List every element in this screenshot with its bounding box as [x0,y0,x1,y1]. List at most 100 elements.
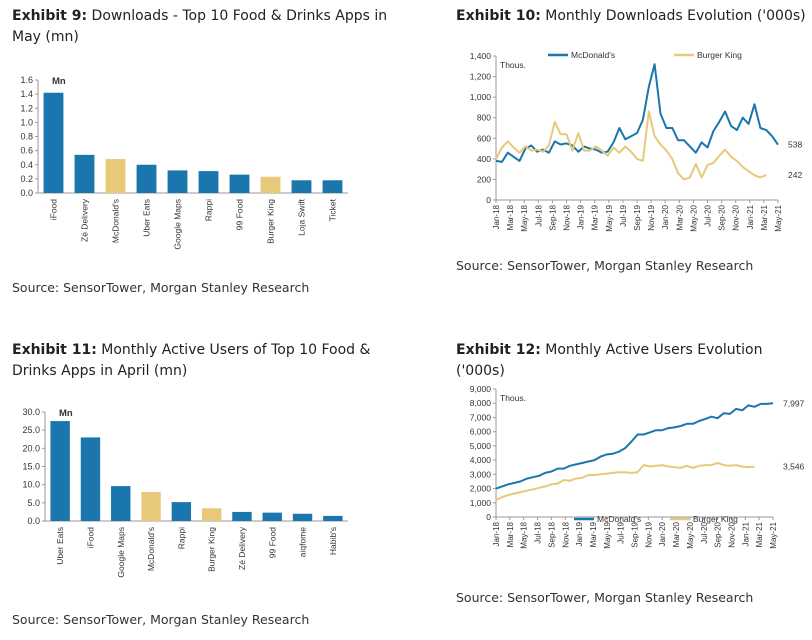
exhibit-10-x-tick-label: Sep-19 [633,204,642,230]
exhibit-11: Exhibit 11: Monthly Active Users of Top … [12,340,392,382]
exhibit-11-x-tick-label: Google Maps [116,527,126,578]
exhibit-12-x-tick-label: Mar-19 [589,521,598,547]
exhibit-10-y-tick-label: 1,200 [470,72,492,82]
exhibit-10-unit-label: Thous. [500,60,526,70]
exhibit-10-y-tick-label: 200 [477,174,491,184]
exhibit-9-x-tick-label: iFood [49,199,59,221]
exhibit-10-x-tick-label: Jan-20 [661,204,670,229]
exhibit-11-unit-label: Mn [59,408,73,419]
exhibit-11-x-tick-label: McDonald's [146,527,156,571]
exhibit-10-y-tick-label: 1,400 [470,51,492,61]
exhibit-12-x-tick-label: Nov-18 [561,521,570,547]
exhibit-10-title: Exhibit 10: Monthly Downloads Evolution … [456,6,806,27]
exhibit-12-x-tick-label: Jul-19 [617,521,626,543]
exhibit-11-y-tick-label: 30.0 [22,407,40,417]
exhibit-9-bar-chart: 0.0 0.2 0.4 0.6 0.8 1.0 1.2 1.4 1.6 Mn iFood Zé Del… [20,75,348,250]
exhibit-12-y-tick-label: 7,000 [470,412,492,422]
exhibit-12-y-tick-label: 9,000 [470,384,492,394]
exhibit-9-bar [291,180,312,193]
exhibit-9-x-tick-label: Zé Delivery [80,198,90,242]
exhibit-12: Exhibit 12: Monthly Active Users Evoluti… [456,340,812,382]
exhibit-12-y-tick-label: 0 [486,512,491,522]
exhibit-9-x-tick-label: Google Maps [173,199,183,250]
exhibit-9-x-tick-label: McDonald's [111,199,121,243]
exhibit-10-x-tick-label: May-20 [689,204,698,231]
exhibit-10-x-tick-label: Jan-19 [577,204,586,229]
exhibit-9-x-tick-label: Rappi [204,199,214,221]
exhibit-11-y-tick-label: 15.0 [22,462,40,472]
exhibit-12-y-tick-label: 5,000 [470,441,492,451]
exhibit-12-x-tick-label: May-19 [603,521,612,548]
exhibit-11-x-tick-label: Burger King [207,527,217,572]
exhibit-12-x-tick-label: Mar-21 [755,521,764,547]
exhibit-12-x-tick-label: Jul-18 [534,521,543,543]
exhibit-10-source: Source: SensorTower, Morgan Stanley Rese… [456,258,754,273]
exhibit-11-x-tick-label: Uber Eats [55,527,65,565]
exhibit-11-label: Exhibit 11: [12,342,97,358]
exhibit-9-y-tick-label: 1.6 [20,75,33,85]
exhibit-12-title: Exhibit 12: Monthly Active Users Evoluti… [456,340,812,382]
exhibit-12-x-tick-label: Sep-18 [547,521,556,547]
exhibit-11-x-tick-label: Habib's [328,527,338,555]
exhibit-12-y-tick-label: 4,000 [470,455,492,465]
exhibit-12-y-tick-label: 1,000 [470,498,492,508]
exhibit-9-y-tick-label: 1.2 [20,103,33,113]
exhibit-11-bar [292,513,313,521]
exhibit-9-y-tick-label: 0.0 [20,188,33,198]
exhibit-10-x-tick-label: May-18 [520,204,529,231]
exhibit-10-legend-label: McDonald's [571,50,615,60]
exhibit-9-bar [167,170,188,193]
exhibit-9-y-tick-label: 1.0 [20,117,33,127]
exhibit-9: Exhibit 9: Downloads - Top 10 Food & Dri… [12,6,392,48]
exhibit-10-line-chart: 0 200 400 600 800 1,000 1,200 1,400 Thous. Jan-18… [470,50,803,232]
exhibit-10-x-tick-label: Nov-20 [732,204,741,230]
exhibit-9-x-tick-label: Loja Swift [297,198,307,235]
exhibit-12-x-tick-label: Nov-20 [727,521,736,547]
exhibit-12-line-chart: 0 1,000 2,000 3,000 4,000 5,000 6,000 7,000 8,00… [470,384,805,549]
exhibit-12-series-line [495,462,755,501]
exhibit-10-x-tick-label: May-21 [774,204,783,231]
exhibit-10-x-tick-label: Jan-21 [746,204,755,229]
exhibit-12-x-tick-label: Nov-19 [644,521,653,547]
exhibit-9-y-tick-label: 1.4 [20,89,33,99]
exhibit-11-title-text: Monthly Active Users of Top 10 Food & Dr… [12,342,371,379]
exhibit-11-x-tick-label: 99 Food [267,527,277,558]
exhibit-9-bar [43,92,64,193]
exhibit-11-bar [80,437,101,521]
exhibit-10-x-tick-label: Mar-19 [591,204,600,230]
exhibit-9-bar [136,164,157,193]
exhibit-9-bar [260,176,281,193]
exhibit-10-x-tick-label: Nov-19 [647,204,656,230]
exhibit-10-label: Exhibit 10: [456,8,541,24]
exhibit-12-x-tick-label: Mar-20 [672,521,681,547]
exhibit-12-x-tick-label: May-18 [520,521,529,548]
exhibit-9-unit-label: Mn [52,76,66,87]
exhibit-10: Exhibit 10: Monthly Downloads Evolution … [456,6,806,27]
exhibit-12-x-tick-label: Jan-19 [575,521,584,546]
exhibit-10-x-tick-label: Nov-18 [563,204,572,230]
exhibit-12-x-tick-label: Mar-18 [506,521,515,547]
exhibit-12-x-tick-label: Sep-19 [631,521,640,547]
exhibit-11-bar [141,491,161,521]
exhibit-10-end-label: 538 [788,140,802,150]
exhibit-12-y-tick-label: 3,000 [470,469,492,479]
exhibit-10-x-tick-label: Jul-19 [619,204,628,226]
exhibit-11-x-tick-label: aiqfome [298,527,308,558]
exhibit-12-unit-label: Thous. [500,393,526,403]
exhibit-11-x-tick-label: iFood [85,527,95,549]
exhibit-12-x-tick-label: Jan-20 [658,521,667,546]
exhibit-12-legend-label: Burger King [693,514,738,524]
exhibit-10-x-tick-label: Mar-18 [506,204,515,230]
exhibit-9-x-tick-label: Burger King [266,199,276,244]
exhibit-10-series-line [495,110,767,181]
exhibit-12-x-tick-label: Jan-18 [492,521,501,546]
exhibit-10-y-tick-label: 400 [477,154,491,164]
exhibit-9-bar [105,159,126,193]
exhibit-11-y-tick-label: 25.0 [22,425,40,435]
exhibit-11-x-tick-label: Rappi [176,527,186,549]
exhibit-11-y-tick-label: 20.0 [22,443,40,453]
exhibit-10-end-label: 242 [788,170,802,180]
exhibit-12-title-text: Monthly Active Users Evolution ('000s) [456,342,763,379]
exhibit-12-y-tick-label: 8,000 [470,398,492,408]
exhibit-11-y-tick-label: 0.0 [27,516,40,526]
